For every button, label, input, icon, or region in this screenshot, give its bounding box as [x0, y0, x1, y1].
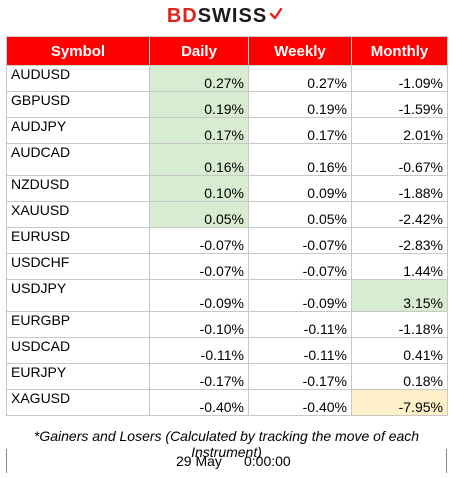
cell-weekly: -0.40% — [248, 389, 352, 416]
cell-daily: -0.07% — [149, 253, 249, 280]
cell-daily: 0.10% — [149, 175, 249, 202]
table-row: EURJPY -0.17% -0.17% 0.18% — [6, 363, 448, 390]
cell-daily: 0.27% — [149, 65, 249, 92]
cell-symbol: USDJPY — [6, 279, 150, 312]
date-label: 29 May — [176, 453, 222, 469]
table-row: EURGBP -0.10% -0.11% -1.18% — [6, 311, 448, 338]
cell-daily: 0.16% — [149, 143, 249, 176]
cell-monthly: -1.18% — [351, 311, 448, 338]
header-daily: Daily — [149, 36, 249, 66]
cell-weekly: 0.05% — [248, 201, 352, 228]
cell-weekly: -0.11% — [248, 337, 352, 364]
cell-daily: -0.17% — [149, 363, 249, 390]
brand-logo: BD SWISS — [0, 0, 453, 36]
logo-text-bd: BD — [166, 4, 198, 27]
cell-monthly: -1.88% — [351, 175, 448, 202]
table-row: USDJPY -0.09% -0.09% 3.15% — [6, 279, 448, 312]
table-row: AUDUSD 0.27% 0.27% -1.09% — [6, 65, 448, 92]
cell-monthly: 2.01% — [351, 117, 448, 144]
cell-monthly: 0.41% — [351, 337, 448, 364]
table-row: NZDUSD 0.10% 0.09% -1.88% — [6, 175, 448, 202]
cell-daily: 0.05% — [149, 201, 249, 228]
performance-table: Symbol Daily Weekly Monthly AUDUSD 0.27%… — [6, 36, 448, 416]
cell-symbol: AUDUSD — [6, 65, 150, 92]
cell-weekly: -0.09% — [248, 279, 352, 312]
cell-symbol: AUDJPY — [6, 117, 150, 144]
footnote: *Gainers and Losers (Calculated by track… — [33, 428, 420, 460]
header-symbol: Symbol — [6, 36, 150, 66]
cell-weekly: -0.07% — [248, 227, 352, 254]
timestamp-bar: 29 May 0:00:00 — [6, 449, 447, 473]
cell-weekly: 0.16% — [248, 143, 352, 176]
cell-weekly: 0.27% — [248, 65, 352, 92]
cell-symbol: USDCHF — [6, 253, 150, 280]
cell-symbol: USDCAD — [6, 337, 150, 364]
table-row: AUDCAD 0.16% 0.16% -0.67% — [6, 143, 448, 176]
cell-symbol: XAGUSD — [6, 389, 150, 416]
cell-symbol: XAUUSD — [6, 201, 150, 228]
cell-symbol: NZDUSD — [6, 175, 150, 202]
cell-daily: 0.17% — [149, 117, 249, 144]
cell-symbol: EURGBP — [6, 311, 150, 338]
logo-text-swiss: SWISS — [197, 4, 268, 27]
cell-weekly: -0.07% — [248, 253, 352, 280]
cell-daily: 0.19% — [149, 91, 249, 118]
cell-monthly: 3.15% — [351, 279, 448, 312]
cell-monthly: -1.09% — [351, 65, 448, 92]
cell-monthly: -1.59% — [351, 91, 448, 118]
cell-weekly: 0.09% — [248, 175, 352, 202]
cell-symbol: EURUSD — [6, 227, 150, 254]
cell-weekly: -0.11% — [248, 311, 352, 338]
cell-monthly: -2.83% — [351, 227, 448, 254]
table-row: EURUSD -0.07% -0.07% -2.83% — [6, 227, 448, 254]
cell-daily: -0.40% — [149, 389, 249, 416]
table-row: XAUUSD 0.05% 0.05% -2.42% — [6, 201, 448, 228]
table-header-row: Symbol Daily Weekly Monthly — [6, 36, 448, 66]
cell-daily: -0.07% — [149, 227, 249, 254]
cell-monthly: -0.67% — [351, 143, 448, 176]
cell-symbol: GBPUSD — [6, 91, 150, 118]
table-row: USDCHF -0.07% -0.07% 1.44% — [6, 253, 448, 280]
cell-monthly: -7.95% — [351, 389, 448, 416]
table-row: USDCAD -0.11% -0.11% 0.41% — [6, 337, 448, 364]
cell-daily: -0.11% — [149, 337, 249, 364]
table-row: GBPUSD 0.19% 0.19% -1.59% — [6, 91, 448, 118]
cell-weekly: 0.19% — [248, 91, 352, 118]
cell-monthly: -2.42% — [351, 201, 448, 228]
cell-monthly: 0.18% — [351, 363, 448, 390]
header-weekly: Weekly — [248, 36, 352, 66]
cell-weekly: 0.17% — [248, 117, 352, 144]
table-row: XAGUSD -0.40% -0.40% -7.95% — [6, 389, 448, 416]
cell-daily: -0.10% — [149, 311, 249, 338]
table-row: AUDJPY 0.17% 0.17% 2.01% — [6, 117, 448, 144]
cell-monthly: 1.44% — [351, 253, 448, 280]
cell-weekly: -0.17% — [248, 363, 352, 390]
cell-symbol: EURJPY — [6, 363, 150, 390]
time-label: 0:00:00 — [244, 453, 291, 469]
cell-daily: -0.09% — [149, 279, 249, 312]
cell-symbol: AUDCAD — [6, 143, 150, 176]
logo-check-icon — [270, 8, 283, 20]
header-monthly: Monthly — [351, 36, 448, 66]
